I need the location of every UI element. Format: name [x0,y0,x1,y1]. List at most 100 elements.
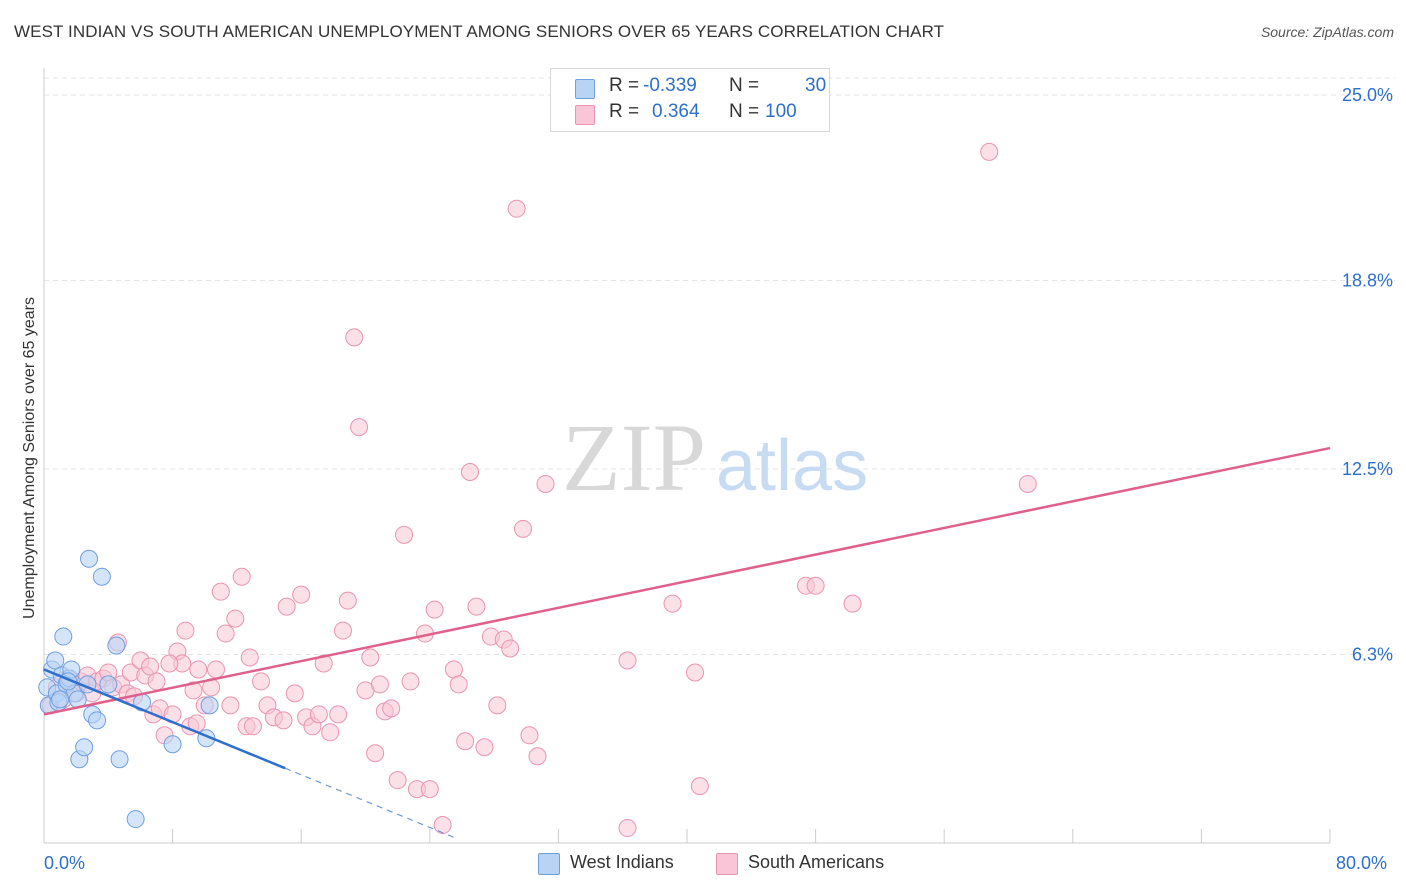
legend-west-swatch [538,853,560,875]
legend-south-label: South Americans [748,852,885,872]
south-point-76 [467,597,486,616]
legend-south-swatch [716,853,738,875]
west-trend-line [43,668,286,770]
y-tick-label-2: 18.8% [1342,271,1393,291]
south-point-71 [433,816,452,835]
south-point-84 [520,726,539,745]
south-point-21 [147,672,166,691]
south-point-47 [292,585,311,604]
south-point-50 [309,705,328,724]
west-r-label: R = [609,75,640,96]
watermark-atlas: atlas [716,426,868,506]
south-point-88 [686,663,705,682]
west-indians-points [38,549,219,829]
y-tick-label-1: 12.5% [1342,459,1393,479]
south-point-46 [285,684,304,703]
south-point-36 [221,696,240,715]
west-point-25 [163,735,182,754]
legend-west-indians: West Indians [538,852,698,876]
west-point-20 [99,675,118,694]
south-point-45 [277,597,296,616]
x-tick-label-min: 0.0% [44,853,86,873]
y-tick-label-0: 6.3% [1352,645,1393,665]
south-point-87 [663,594,682,613]
south-point-86 [536,474,555,493]
legend-south-americans: South Americans [716,852,916,876]
south-swatch [575,105,595,125]
south-point-27 [176,621,195,640]
south-point-75 [460,462,479,481]
south-point-19 [141,657,160,676]
south-point-52 [321,723,340,742]
stats-row-west: R = -0.339 N = 30 [575,75,827,101]
south-point-30 [189,660,208,679]
south-point-72 [444,660,463,679]
south-point-61 [370,675,389,694]
west-point-19 [92,567,111,586]
south-point-93 [843,594,862,613]
south-point-57 [350,418,369,437]
west-point-7 [54,627,73,646]
south-point-63 [382,699,401,718]
south-point-85 [528,747,547,766]
south-n-label: N = [729,101,760,122]
west-n-label: N = [729,75,760,96]
stats-box: R = -0.339 N = 30 R = 0.364 N = 100 [550,68,830,132]
south-point-82 [507,199,526,218]
south-point-53 [329,705,348,724]
south-point-56 [345,328,364,347]
south-point-69 [420,780,439,799]
south-point-29 [184,681,203,700]
south-point-89 [690,777,709,796]
trend-lines [43,446,1331,838]
south-point-44 [274,711,293,730]
south-trend-line [43,446,1331,716]
south-point-81 [501,639,520,658]
south-point-60 [366,744,385,763]
south-point-51 [314,654,333,673]
west-point-14 [75,738,94,757]
west-point-16 [80,549,99,568]
south-point-92 [806,576,825,595]
source-credit: Source: ZipAtlas.com [1260,24,1394,40]
south-point-34 [211,582,230,601]
south-point-94 [980,142,999,161]
south-point-83 [514,519,533,538]
south-point-38 [232,567,251,586]
south-americans-points [41,142,1037,838]
west-point-18 [88,711,107,730]
chart-title: WEST INDIAN VS SOUTH AMERICAN UNEMPLOYME… [14,22,945,41]
west-n-value: 30 [805,75,827,96]
stats-row-south: R = 0.364 N = 100 [575,101,825,127]
south-point-59 [361,648,380,667]
south-point-73 [449,675,468,694]
south-point-79 [488,696,507,715]
south-point-66 [401,672,420,691]
west-swatch [575,79,595,99]
west-point-27 [200,696,219,715]
south-point-54 [333,621,352,640]
south-point-74 [456,732,475,751]
south-point-70 [425,600,444,619]
south-point-99 [240,648,259,667]
west-trend-extension [284,767,455,838]
west-r-value: -0.339 [643,75,697,96]
south-point-37 [226,609,245,628]
west-point-23 [126,810,145,829]
south-point-33 [207,660,226,679]
west-point-28 [51,690,70,709]
watermark-zip: ZIP [562,404,706,511]
south-point-64 [388,771,407,790]
x-tick-label-max: 80.0% [1336,853,1388,873]
south-point-95 [1018,474,1037,493]
south-point-90 [618,819,637,838]
west-point-3 [46,651,65,670]
south-n-value: 100 [765,101,797,122]
legend-west-label: West Indians [570,852,674,872]
west-point-21 [107,636,126,655]
west-point-22 [110,750,129,769]
south-r-label: R = [609,101,640,122]
watermark: ZIP atlas [562,404,868,511]
y-tick-labels: 6.3% 12.5% 18.8% 25.0% [1342,85,1393,665]
y-tick-label-3: 25.0% [1342,85,1393,105]
